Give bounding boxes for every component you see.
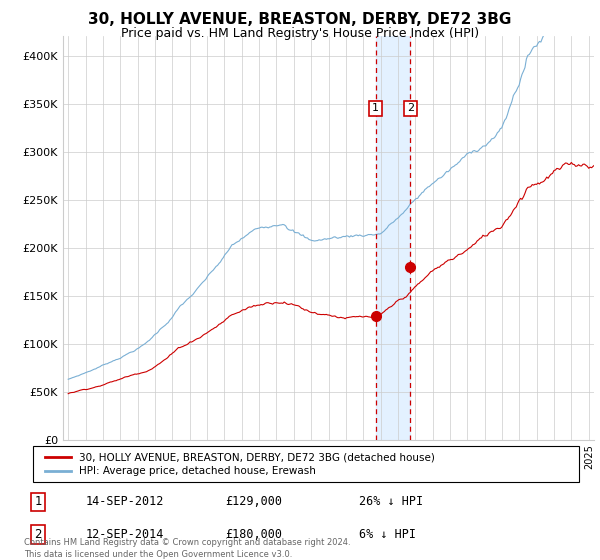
Text: 26% ↓ HPI: 26% ↓ HPI: [359, 496, 423, 508]
Text: Price paid vs. HM Land Registry's House Price Index (HPI): Price paid vs. HM Land Registry's House …: [121, 27, 479, 40]
Text: 2: 2: [407, 104, 414, 114]
Legend: 30, HOLLY AVENUE, BREASTON, DERBY, DE72 3BG (detached house), HPI: Average price: 30, HOLLY AVENUE, BREASTON, DERBY, DE72 …: [41, 448, 439, 480]
Text: 6% ↓ HPI: 6% ↓ HPI: [359, 528, 416, 541]
Bar: [376, 36, 410, 440]
Text: 2: 2: [34, 528, 42, 541]
Text: 14-SEP-2012: 14-SEP-2012: [85, 496, 164, 508]
Text: 30, HOLLY AVENUE, BREASTON, DERBY, DE72 3BG: 30, HOLLY AVENUE, BREASTON, DERBY, DE72 …: [88, 12, 512, 27]
Text: £129,000: £129,000: [225, 496, 282, 508]
Text: 12-SEP-2014: 12-SEP-2014: [85, 528, 164, 541]
Text: Contains HM Land Registry data © Crown copyright and database right 2024.
This d: Contains HM Land Registry data © Crown c…: [24, 538, 350, 559]
Text: £180,000: £180,000: [225, 528, 282, 541]
Text: 1: 1: [34, 496, 42, 508]
FancyBboxPatch shape: [33, 446, 579, 482]
Text: 1: 1: [372, 104, 379, 114]
